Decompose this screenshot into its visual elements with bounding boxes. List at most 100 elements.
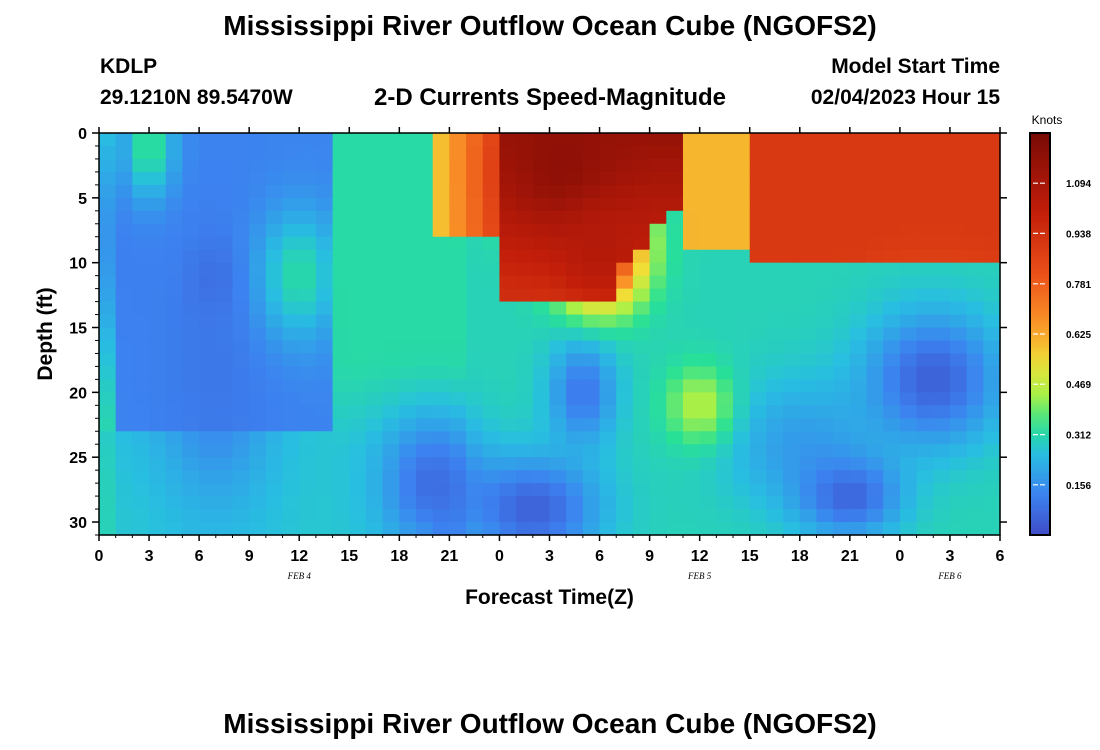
heatmap-cell	[783, 133, 801, 147]
heatmap-cell	[899, 197, 918, 212]
heatmap-cell	[232, 301, 250, 316]
heatmap-cell	[416, 366, 434, 380]
heatmap-cell	[149, 353, 167, 368]
heatmap-cell	[299, 184, 317, 199]
heatmap-cell	[449, 262, 467, 277]
heatmap-cell	[616, 418, 634, 432]
heatmap-cell	[466, 184, 484, 199]
heatmap-cell	[749, 301, 768, 316]
date-label: FEB 6	[937, 571, 962, 581]
heatmap-cell	[499, 496, 517, 510]
heatmap-cell	[966, 301, 984, 316]
heatmap-cell	[983, 366, 1001, 380]
model-start-label: Model Start Time	[831, 55, 1000, 78]
heatmap-cell	[866, 236, 884, 251]
heatmap-cell	[916, 249, 934, 264]
heatmap-cell	[933, 327, 951, 342]
heatmap-cell	[682, 483, 701, 497]
heatmap-cell	[399, 275, 417, 290]
heatmap-cell	[299, 171, 317, 186]
heatmap-cell	[566, 405, 584, 419]
heatmap-cell	[899, 249, 918, 264]
heatmap-cell	[365, 509, 384, 523]
heatmap-cell	[699, 197, 717, 212]
heatmap-cell	[215, 262, 234, 277]
heatmap-cell	[249, 275, 267, 290]
heatmap-cell	[215, 431, 234, 445]
heatmap-cell	[199, 327, 217, 342]
heatmap-cell	[482, 236, 501, 251]
heatmap-cell	[132, 158, 150, 173]
heatmap-cell	[849, 431, 868, 445]
heatmap-cell	[916, 158, 934, 173]
heatmap-cell	[349, 301, 367, 316]
heatmap-cell	[983, 288, 1001, 303]
heatmap-cell	[699, 210, 717, 225]
heatmap-cell	[866, 210, 884, 225]
heatmap-cell	[549, 210, 567, 225]
heatmap-cell	[132, 314, 150, 329]
heatmap-cell	[899, 457, 918, 471]
heatmap-cell	[432, 210, 450, 225]
heatmap-cell	[315, 483, 334, 497]
heatmap-cell	[866, 522, 884, 536]
heatmap-cell	[249, 496, 267, 510]
heatmap-cell	[332, 133, 350, 147]
heatmap-cell	[799, 314, 818, 329]
heatmap-cell	[482, 184, 501, 199]
heatmap-cell	[299, 223, 317, 238]
heatmap-cell	[499, 470, 517, 484]
heatmap-cell	[566, 236, 584, 251]
heatmap-cell	[799, 275, 818, 290]
heatmap-cell	[916, 197, 934, 212]
heatmap-cell	[215, 405, 234, 419]
heatmap-cell	[199, 314, 217, 329]
heatmap-cell	[566, 314, 584, 329]
heatmap-cell	[649, 457, 667, 471]
heatmap-cell	[399, 483, 417, 497]
heatmap-cell	[315, 444, 334, 458]
heatmap-cell	[149, 470, 167, 484]
heatmap-cell	[632, 197, 651, 212]
heatmap-cell	[682, 353, 701, 368]
heatmap-cell	[783, 444, 801, 458]
heatmap-cell	[99, 353, 117, 368]
heatmap-cell	[916, 470, 934, 484]
heatmap-cell	[299, 262, 317, 277]
heatmap-cell	[899, 210, 918, 225]
heatmap-cell	[566, 223, 584, 238]
heatmap-cell	[649, 379, 667, 393]
heatmap-cell	[749, 470, 768, 484]
heatmap-cell	[115, 405, 133, 419]
heatmap-cell	[916, 379, 934, 393]
heatmap-cell	[99, 444, 117, 458]
heatmap-cell	[833, 249, 851, 264]
heatmap-cell	[199, 496, 217, 510]
heatmap-cell	[282, 405, 300, 419]
heatmap-cell	[549, 522, 567, 536]
x-tick-label: 3	[545, 548, 554, 565]
heatmap-cell	[949, 509, 968, 523]
heatmap-cell	[199, 145, 217, 160]
heatmap-cell	[282, 262, 300, 277]
heatmap-cell	[666, 262, 684, 277]
heatmap-cell	[249, 184, 267, 199]
heatmap-cell	[833, 483, 851, 497]
heatmap-cell	[566, 197, 584, 212]
heatmap-cell	[532, 314, 551, 329]
heatmap-cell	[382, 223, 400, 238]
heatmap-cell	[983, 275, 1001, 290]
heatmap-cell	[899, 288, 918, 303]
heatmap-cell	[482, 301, 501, 316]
heatmap-cell	[916, 133, 934, 147]
heatmap-cell	[849, 496, 868, 510]
heatmap-cell	[115, 145, 133, 160]
heatmap-cell	[332, 301, 350, 316]
heatmap-cell	[699, 262, 717, 277]
heatmap-cell	[949, 133, 968, 147]
heatmap-cell	[883, 288, 901, 303]
heatmap-cell	[749, 275, 768, 290]
heatmap-cell	[315, 171, 334, 186]
heatmap-cell	[365, 133, 384, 147]
heatmap-cell	[482, 366, 501, 380]
